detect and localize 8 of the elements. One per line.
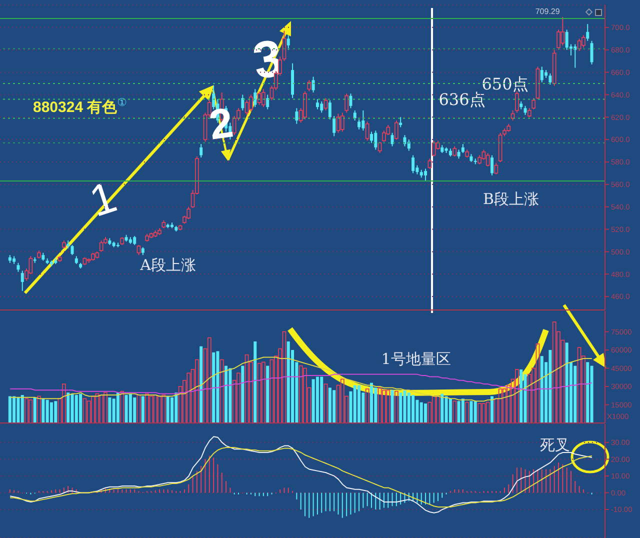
annotation: B段上涨 [482,190,540,208]
annotation: 死叉 [540,436,570,454]
ref-line-label: 636点 [438,90,486,109]
annotation: 1 [84,172,122,226]
annotation: 1号地量区 [381,350,451,368]
annotation: 2 [206,98,236,148]
annotation: A段上涨 [139,256,196,274]
annotation: 709.29 [535,6,560,16]
